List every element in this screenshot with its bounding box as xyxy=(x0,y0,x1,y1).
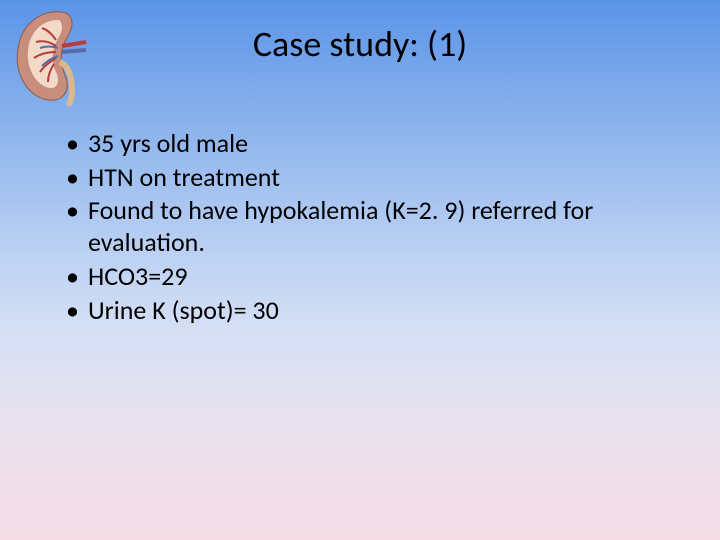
list-item: HCO3=29 xyxy=(60,261,660,293)
slide: Case study: (1) 35 yrs old male HTN on t… xyxy=(0,0,720,540)
slide-body: 35 yrs old male HTN on treatment Found t… xyxy=(60,128,660,328)
list-item: HTN on treatment xyxy=(60,162,660,194)
slide-title: Case study: (1) xyxy=(0,22,720,66)
list-item: Urine K (spot)= 30 xyxy=(60,295,660,327)
list-item: Found to have hypokalemia (K=2. 9) refer… xyxy=(60,195,660,258)
bullet-list: 35 yrs old male HTN on treatment Found t… xyxy=(60,128,660,326)
list-item: 35 yrs old male xyxy=(60,128,660,160)
